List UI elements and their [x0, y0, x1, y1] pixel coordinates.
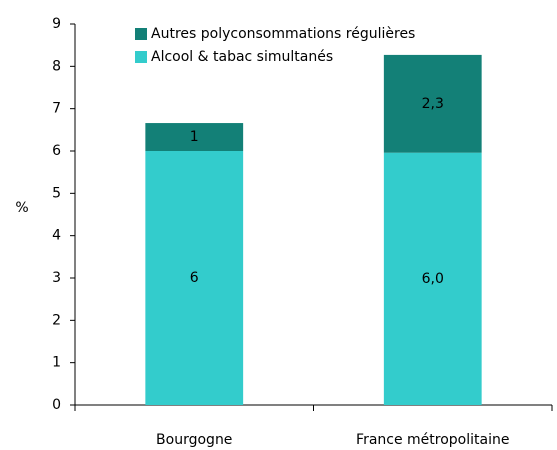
y-tick-label: 0 — [52, 397, 61, 413]
data-label: 6,0 — [422, 271, 444, 287]
legend-swatch — [135, 28, 147, 40]
y-tick-label: 7 — [52, 101, 61, 117]
y-axis-label: % — [15, 200, 28, 216]
legend-swatch — [135, 51, 147, 63]
legend-label: Alcool & tabac simultanés — [151, 49, 333, 65]
bar-segment — [383, 54, 482, 153]
y-tick-label: 6 — [52, 143, 61, 159]
bar-segment — [383, 152, 482, 405]
bar-segment — [145, 151, 244, 405]
x-tick-label: Bourgogne — [156, 432, 232, 448]
x-tick-label: France métropolitaine — [356, 432, 509, 448]
y-tick-label: 4 — [52, 228, 61, 244]
data-label: 2,3 — [422, 96, 444, 112]
y-tick-label: 5 — [52, 185, 61, 201]
y-tick-label: 2 — [52, 312, 61, 328]
y-tick-label: 8 — [52, 58, 61, 74]
data-label: 6 — [190, 270, 199, 286]
data-label: 1 — [190, 129, 199, 145]
bar-segment — [145, 123, 244, 151]
y-tick-label: 9 — [52, 16, 61, 32]
legend-label: Autres polyconsommations régulières — [151, 26, 415, 42]
y-tick-label: 1 — [52, 355, 61, 371]
y-tick-label: 3 — [52, 270, 61, 286]
